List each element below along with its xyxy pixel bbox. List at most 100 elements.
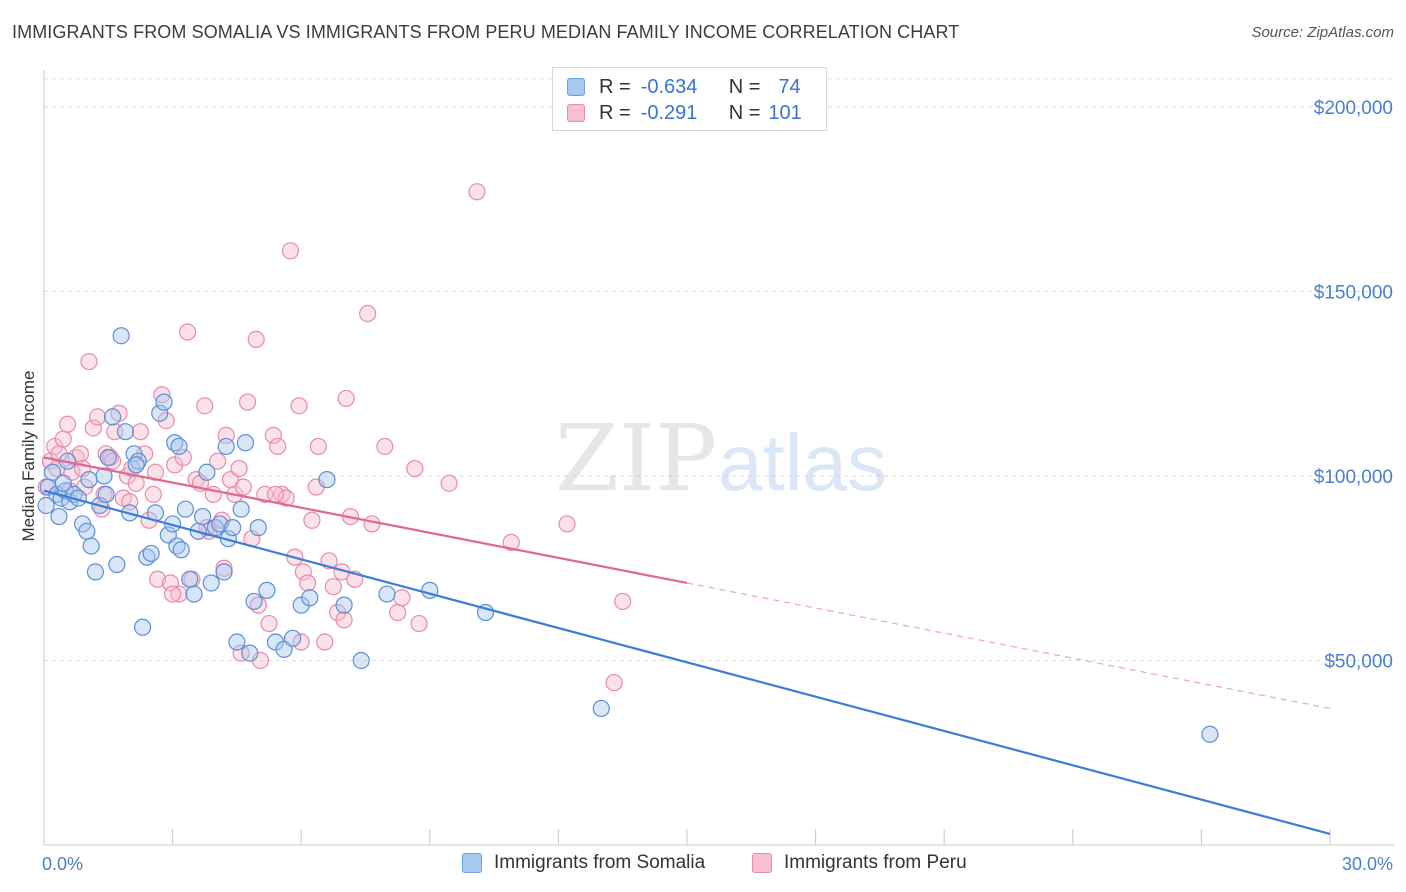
somalia-point <box>80 471 98 489</box>
trend-lines <box>43 456 1331 835</box>
somalia-point <box>133 618 152 636</box>
peru-point <box>299 574 317 592</box>
peru-point <box>277 489 295 507</box>
somalia-point <box>194 507 212 526</box>
peru-point <box>281 242 300 260</box>
somalia-point <box>224 519 242 537</box>
peru-point <box>440 474 458 492</box>
legend-row-peru: R = -0.291 N = 101 <box>567 100 802 126</box>
peru-point <box>335 611 353 629</box>
watermark-atlas: atlas <box>718 418 887 507</box>
somalia-point <box>127 456 145 474</box>
somalia-point <box>172 541 190 559</box>
correlation-legend: R = -0.634 N = 74 R = -0.291 N = 101 <box>552 67 827 131</box>
r-label: R = <box>599 75 631 98</box>
peru-legend-swatch <box>752 853 772 873</box>
somalia-point <box>245 592 263 611</box>
peru-point <box>605 674 623 692</box>
peru-point <box>54 430 72 448</box>
somalia-points <box>37 327 1219 743</box>
peru-point <box>269 437 287 456</box>
somalia-point <box>378 585 396 603</box>
peru-point <box>80 352 98 371</box>
somalia-point <box>1201 725 1219 743</box>
somalia-point <box>108 555 126 574</box>
somalia-point <box>151 404 169 422</box>
n-value: 74 <box>778 75 801 98</box>
somalia-point <box>198 463 216 481</box>
somalia-point <box>37 496 55 515</box>
peru-point <box>558 515 576 533</box>
peru-point <box>406 459 424 478</box>
peru-point <box>337 389 355 408</box>
peru-point <box>303 511 321 529</box>
somalia-point <box>142 544 160 563</box>
peru-trend-extension <box>686 582 1331 710</box>
peru-point <box>376 437 394 456</box>
somalia-point <box>232 500 250 518</box>
peru-point <box>294 563 312 581</box>
somalia-point <box>99 448 117 467</box>
y-tick-label: $200,000 <box>1314 98 1393 119</box>
somalia-point <box>181 570 199 588</box>
peru-point <box>359 304 377 323</box>
tick-labels: $50,000 $100,000 $150,000 $200,000 0.0% 30.0% <box>42 98 1393 874</box>
peru-point <box>164 585 182 603</box>
somalia-point <box>103 408 122 426</box>
y-tick-label: $100,000 <box>1314 467 1393 488</box>
y-axis-label: Median Family Income <box>19 370 38 541</box>
peru-point <box>614 592 632 611</box>
peru-point <box>239 393 257 411</box>
peru-swatch <box>567 104 585 122</box>
somalia-point <box>176 500 195 518</box>
x-tick-label: 30.0% <box>1342 854 1393 874</box>
somalia-point <box>82 537 100 555</box>
peru-point <box>393 589 411 607</box>
somalia-point <box>170 437 188 456</box>
somalia-legend-swatch <box>462 853 482 873</box>
somalia-point <box>116 423 135 441</box>
peru-point <box>292 633 310 651</box>
peru-point <box>234 478 252 496</box>
somalia-point <box>217 437 235 456</box>
somalia-point <box>236 434 255 452</box>
somalia-point <box>43 463 62 481</box>
somalia-point <box>301 589 319 607</box>
chart-title: IMMIGRANTS FROM SOMALIA VS IMMIGRANTS FR… <box>12 22 960 42</box>
peru-point <box>58 415 77 433</box>
somalia-legend-label: Immigrants from Somalia <box>494 852 706 873</box>
peru-point <box>309 437 327 456</box>
peru-point <box>71 445 90 463</box>
peru-point <box>264 426 282 444</box>
somalia-point <box>86 563 105 581</box>
somalia-point <box>211 515 229 533</box>
legend-row-somalia: R = -0.634 N = 74 <box>567 74 801 100</box>
watermark: ZIP atlas <box>555 405 887 512</box>
peru-point <box>196 397 214 415</box>
peru-point <box>88 408 107 426</box>
peru-point <box>468 183 486 201</box>
somalia-point <box>155 393 173 411</box>
r-value: -0.291 <box>640 101 698 124</box>
peru-point <box>502 533 520 551</box>
legend-item-peru: Immigrants from Peru <box>752 852 967 874</box>
somalia-point <box>185 585 203 603</box>
peru-point <box>127 474 145 492</box>
somalia-point <box>228 633 246 651</box>
peru-point <box>174 448 192 467</box>
r-label: R = <box>599 101 631 124</box>
somalia-point <box>50 507 68 526</box>
peru-point <box>266 485 285 504</box>
peru-point <box>170 585 188 603</box>
peru-point <box>179 323 197 341</box>
legend-item-somalia: Immigrants from Somalia <box>462 852 705 874</box>
y-tick-label: $150,000 <box>1314 282 1393 303</box>
peru-point <box>209 452 227 470</box>
somalia-point <box>318 471 336 489</box>
somalia-point <box>215 563 233 581</box>
n-label: N = <box>728 101 761 124</box>
somalia-point <box>335 596 353 614</box>
r-value: -0.634 <box>640 75 698 98</box>
peru-point <box>389 603 407 622</box>
